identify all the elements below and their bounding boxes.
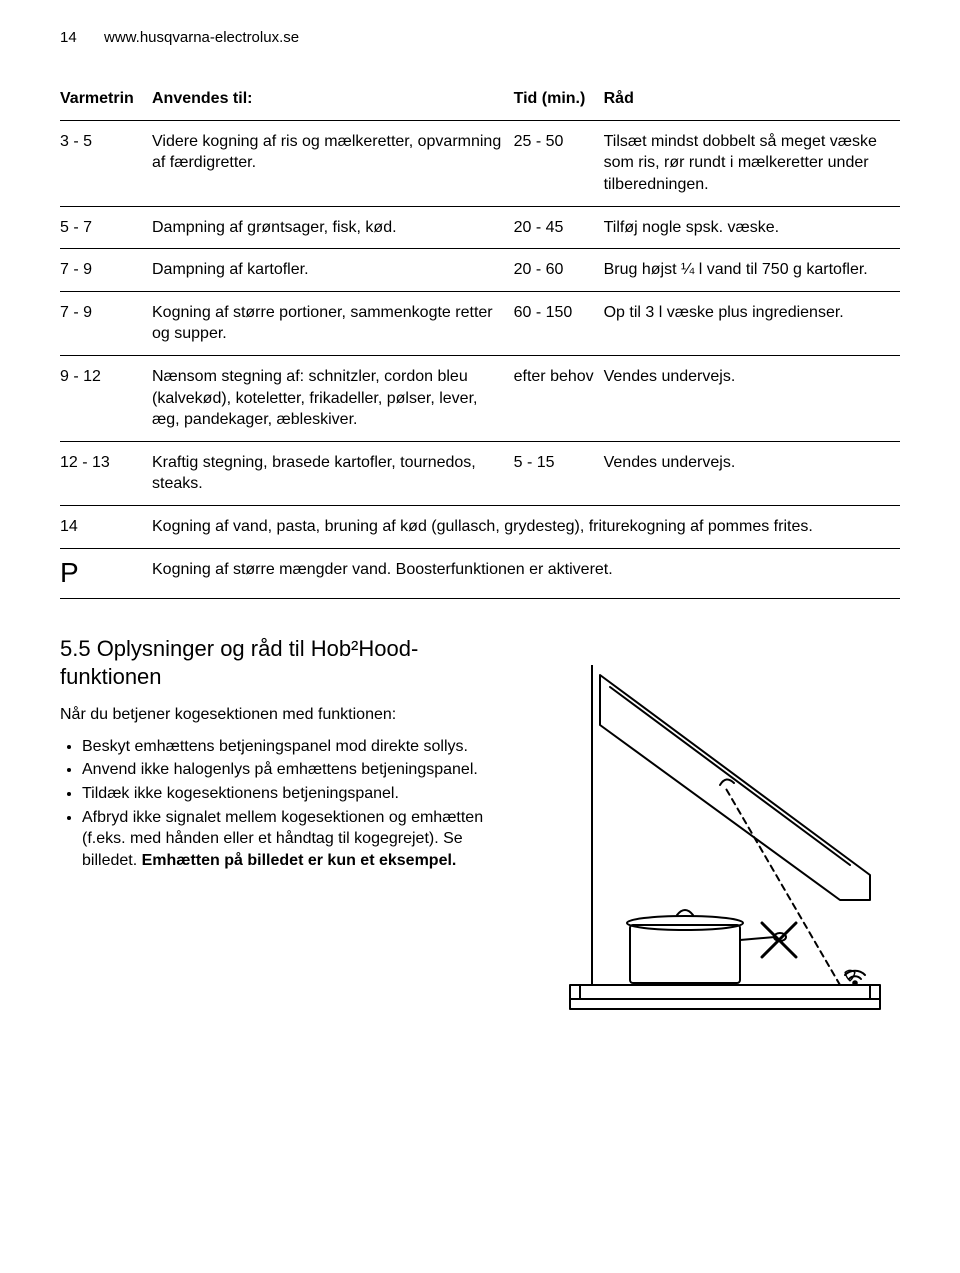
section-heading: 5.5 Oplysninger og råd til Hob²Hood-funk…: [60, 635, 500, 690]
cell-tip: Op til 3 l væske plus ingredienser.: [604, 291, 900, 355]
cell-tid: 25 - 50: [514, 120, 604, 206]
table-row: 3 - 5 Videre kogning af ris og mælkerett…: [60, 120, 900, 206]
cell-tid: 20 - 60: [514, 249, 604, 292]
cell-vt: 12 - 13: [60, 441, 152, 505]
page-header: 14 www.husqvarna-electrolux.se: [60, 28, 900, 48]
cell-use: Videre kogning af ris og mælkeretter, op…: [152, 120, 514, 206]
list-item: Tildæk ikke kogesektionens betjeningspan…: [82, 783, 500, 805]
th-varmetrin: Varmetrin: [60, 78, 152, 120]
cell-tip: Vendes undervejs.: [604, 441, 900, 505]
th-tid: Tid (min.): [514, 78, 604, 120]
cell-vt: 7 - 9: [60, 291, 152, 355]
page-number: 14: [60, 28, 84, 48]
cell-tip: Vendes undervejs.: [604, 356, 900, 442]
list-item: Beskyt emhættens betjeningspanel mod dir…: [82, 736, 500, 758]
table-row: 5 - 7 Dampning af grøntsager, fisk, kød.…: [60, 206, 900, 249]
cell-vt: 3 - 5: [60, 120, 152, 206]
table-row: 7 - 9 Kogning af større portioner, samme…: [60, 291, 900, 355]
list-item-bold: Emhætten på billedet er kun et eksempel.: [137, 852, 456, 869]
bullet-list: Beskyt emhættens betjeningspanel mod dir…: [60, 736, 500, 872]
cell-vt: 14: [60, 505, 152, 548]
th-anvendes: Anvendes til:: [152, 78, 514, 120]
cell-use-full: Kogning af større mængder vand. Boosterf…: [152, 548, 900, 599]
table-row: 9 - 12 Nænsom stegning af: schnitzler, c…: [60, 356, 900, 442]
lower-region: 5.5 Oplysninger og råd til Hob²Hood-funk…: [60, 635, 900, 1045]
cooking-table: Varmetrin Anvendes til: Tid (min.) Råd 3…: [60, 78, 900, 599]
section-intro: Når du betjener kogesektionen med funkti…: [60, 704, 500, 726]
cell-use: Kraftig stegning, brasede kartofler, tou…: [152, 441, 514, 505]
cell-tid: 20 - 45: [514, 206, 604, 249]
th-rad: Råd: [604, 78, 900, 120]
cell-tid: efter behov: [514, 356, 604, 442]
cell-use: Dampning af grøntsager, fisk, kød.: [152, 206, 514, 249]
cell-use: Nænsom stegning af: schnitzler, cordon b…: [152, 356, 514, 442]
cell-use: Dampning af kartofler.: [152, 249, 514, 292]
cell-use: Kogning af større portioner, sammenkogte…: [152, 291, 514, 355]
cell-tip: Tilføj nogle spsk. væske.: [604, 206, 900, 249]
cell-vt: 9 - 12: [60, 356, 152, 442]
figure-column: [540, 635, 900, 1045]
table-row: 14 Kogning af vand, pasta, bruning af kø…: [60, 505, 900, 548]
cell-tid: 60 - 150: [514, 291, 604, 355]
list-item: Afbryd ikke signalet mellem kogesektione…: [82, 807, 500, 872]
text-column: 5.5 Oplysninger og råd til Hob²Hood-funk…: [60, 635, 500, 873]
cell-vt-icon: P: [60, 548, 152, 599]
hob-hood-diagram: [540, 665, 900, 1045]
list-item: Anvend ikke halogenlys på emhættens betj…: [82, 759, 500, 781]
cell-tip: Tilsæt mindst dobbelt så meget væske som…: [604, 120, 900, 206]
cell-use-full: Kogning af vand, pasta, bruning af kød (…: [152, 505, 900, 548]
cell-vt: 5 - 7: [60, 206, 152, 249]
power-icon: P: [60, 559, 79, 587]
cell-tip: Brug højst ¼ l vand til 750 g kartofler.: [604, 249, 900, 292]
table-row: 7 - 9 Dampning af kartofler. 20 - 60 Bru…: [60, 249, 900, 292]
cell-tid: 5 - 15: [514, 441, 604, 505]
cell-vt: 7 - 9: [60, 249, 152, 292]
table-row: 12 - 13 Kraftig stegning, brasede kartof…: [60, 441, 900, 505]
site-url: www.husqvarna-electrolux.se: [104, 28, 299, 48]
table-row: P Kogning af større mængder vand. Booste…: [60, 548, 900, 599]
